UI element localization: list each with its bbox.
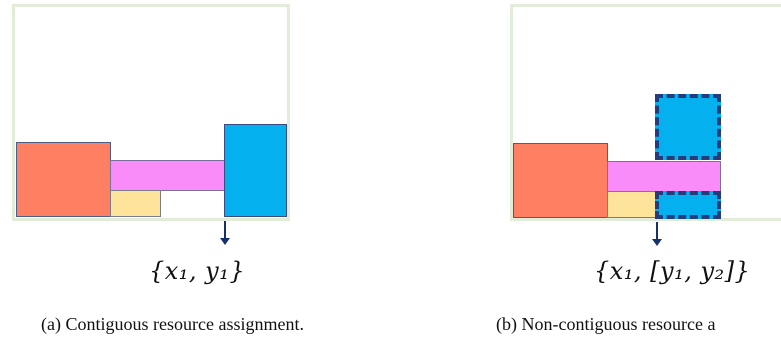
caption-a: (a) Contiguous resource assignment. [41,314,304,334]
dashed-blue-block-upper-b [655,94,721,160]
caption-b: (b) Non-contiguous resource a [496,314,716,334]
yellow-block-b [607,191,658,218]
red-block-a [16,142,111,217]
formula-b: {x₁, [y₁, y₂]} [594,257,751,285]
dashed-blue-block-lower-b [655,191,721,219]
arrow-a [220,221,230,245]
pink-block-b [607,161,721,192]
formula-a: {x₁, y₁} [149,257,246,285]
pink-block-a [110,160,226,191]
yellow-block-a [110,190,161,217]
arrow-b [652,222,662,246]
blue-block-a [224,124,287,217]
red-block-b [513,143,608,218]
